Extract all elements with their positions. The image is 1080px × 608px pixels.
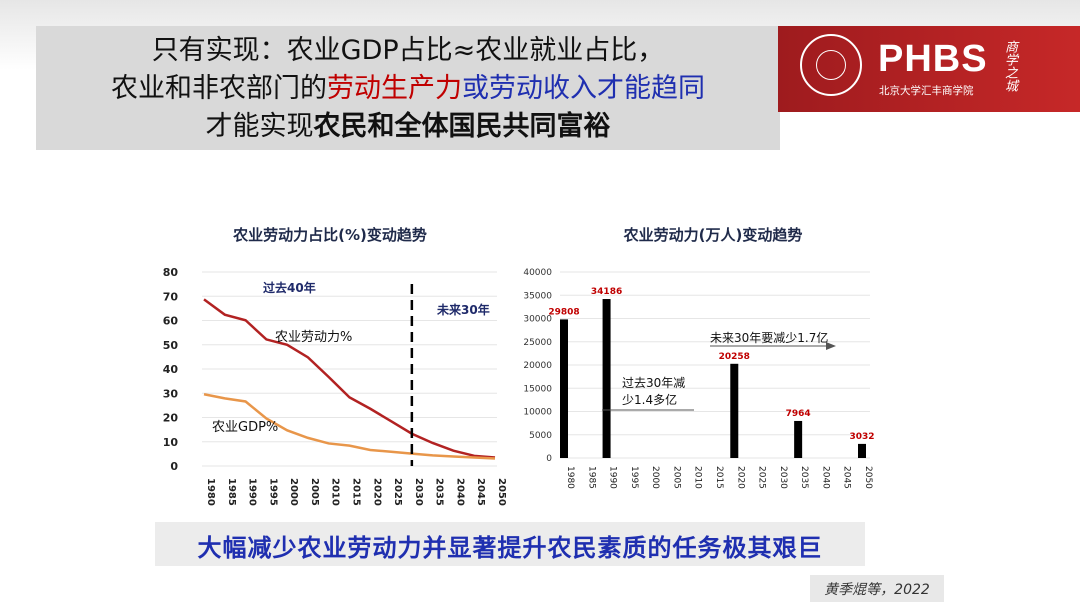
chart1-x-tick: 2030: [413, 478, 424, 506]
chart2-y-tick: 25000: [523, 338, 552, 348]
title-line-2-a: 农业和非农部门的: [111, 73, 327, 104]
chart2-x-tick: 2020: [735, 466, 745, 489]
chart1-x-tick: 2045: [475, 478, 486, 506]
chart1-y-tick: 80: [163, 266, 179, 279]
chart1-y-tick: 60: [163, 315, 179, 328]
chart2-x-tick: 2010: [693, 466, 703, 489]
chart2-y-tick: 0: [546, 454, 552, 464]
chart1-y-tick: 40: [163, 363, 179, 376]
logo-calligraphy: 商学之城: [1002, 40, 1017, 92]
chart1-annotation-past: 过去40年: [263, 280, 316, 295]
title-line-2: 农业和非农部门的劳动生产力或劳动收入才能趋同: [36, 72, 780, 106]
chart1-y-tick: 10: [163, 436, 179, 449]
chart2-bar: [730, 363, 739, 458]
chart2-x-tick: 2045: [842, 466, 852, 489]
chart1-x-tick: 2025: [392, 478, 403, 506]
logo-brand: PHBS: [878, 38, 988, 80]
chart1-x-tick: 1990: [247, 478, 258, 506]
chart1-series-label-gdp: 农业GDP%: [212, 420, 278, 435]
chart1-series-label-labor: 农业劳动力%: [275, 329, 352, 345]
chart2-x-tick: 2050: [863, 466, 873, 489]
chart2-annotation-past-line1: 过去30年减: [622, 376, 685, 390]
chart2-x-tick: 1985: [586, 466, 596, 489]
chart2-annotation-future: 未来30年要减少1.7亿: [710, 330, 828, 345]
title-box: 只有实现：农业GDP占比≈农业就业占比， 农业和非农部门的劳动生产力或劳动收入才…: [36, 26, 780, 150]
chart2-x-tick: 2000: [650, 466, 660, 489]
chart1-x-tick: 2040: [454, 478, 465, 506]
chart1-series-labor-line: [203, 298, 496, 459]
citation-box: 黄季焜等，2022: [810, 575, 944, 602]
chart2-x-tick: 1990: [608, 466, 618, 489]
chart2-title: 农业劳动力(万人)变动趋势: [623, 226, 803, 244]
chart2-bar-value-label: 34186: [591, 287, 622, 297]
bottom-banner: 大幅减少农业劳动力并显著提升农民素质的任务极其艰巨: [155, 522, 865, 566]
chart1-x-tick: 2020: [371, 478, 382, 506]
chart1-x-tick: 2005: [309, 478, 320, 506]
chart2-y-tick: 35000: [523, 291, 552, 301]
chart2-bar: [794, 420, 803, 458]
chart1-x-tick: 1995: [267, 478, 278, 506]
title-line-2-highlight-red: 劳动生产力: [327, 73, 462, 104]
bottom-banner-text: 大幅减少农业劳动力并显著提升农民素质的任务极其艰巨: [197, 534, 823, 562]
chart2-y-tick: 5000: [529, 431, 552, 441]
chart2-y-tick: 10000: [523, 408, 552, 418]
chart1-x-tick: 1980: [205, 478, 216, 506]
chart2-y-tick: 15000: [523, 384, 552, 394]
chart2-annotation-past-line2: 少1.4多亿: [622, 392, 677, 407]
chart2-bar: [602, 299, 611, 458]
chart2-bar-value-label: 3032: [849, 432, 874, 442]
title-line-3-bold: 农民和全体国民共同富裕: [313, 111, 611, 142]
chart1-y-tick: 70: [163, 290, 179, 303]
chart2-y-tick: 30000: [523, 315, 552, 325]
chart1-title: 农业劳动力占比(%)变动趋势: [232, 226, 427, 244]
chart2-x-tick: 2015: [714, 466, 724, 489]
title-line-3-a: 才能实现: [205, 111, 314, 142]
chart2-x-tick: 2035: [799, 466, 809, 489]
chart1-x-tick: 2035: [434, 478, 445, 506]
chart2-bar: [560, 319, 568, 458]
logo-subtitle: 北京大学汇丰商学院: [879, 85, 974, 97]
chart1-annotation-future: 未来30年: [436, 302, 490, 317]
chart2-y-tick: 20000: [523, 361, 552, 371]
citation-text: 黄季焜等，2022: [824, 582, 930, 598]
chart1-series-gdp-line: [203, 392, 496, 460]
title-line-2-highlight-blue: 或劳动收入才能趋同: [462, 73, 705, 104]
title-line-1: 只有实现：农业GDP占比≈农业就业占比，: [36, 34, 780, 68]
chart2-bar-value-label: 29808: [548, 307, 579, 317]
title-line-3: 才能实现农民和全体国民共同富裕: [36, 110, 780, 144]
chart2-x-tick: 1995: [629, 466, 639, 489]
chart1-x-tick: 2000: [288, 478, 299, 506]
chart1-y-tick: 20: [163, 412, 179, 425]
chart2-x-tick: 2005: [671, 466, 681, 489]
chart2-x-tick: 1980: [565, 466, 575, 489]
chart1-x-tick: 2015: [351, 478, 362, 506]
chart2-x-tick: 2030: [778, 466, 788, 489]
chart2-bar-value-label: 7964: [786, 409, 811, 419]
chart1-x-tick: 1985: [226, 478, 237, 506]
chart2-annotation-arrow-icon: [826, 342, 836, 350]
chart2-y-tick: 40000: [523, 268, 552, 278]
chart2-x-tick: 2040: [820, 466, 830, 489]
chart1-x-tick: 2050: [496, 478, 507, 506]
title-line-1-text: 只有实现：农业GDP占比≈农业就业占比，: [151, 35, 665, 66]
chart2-bar: [858, 443, 866, 458]
chart1-y-tick: 50: [163, 339, 179, 352]
chart1-y-tick: 30: [163, 387, 179, 400]
chart2-bar-value-label: 20258: [719, 352, 750, 362]
phbs-logo: PHBS 北京大学汇丰商学院 商学之城: [778, 26, 1080, 112]
chart-labor-force: 农业劳动力(万人)变动趋势 0 5000 10000 15000 20000 25000 3…: [523, 226, 874, 489]
chart2-x-tick: 2025: [757, 466, 767, 489]
university-seal-icon: [800, 34, 862, 96]
chart1-x-tick: 2010: [330, 478, 341, 506]
chart1-y-tick: 0: [170, 460, 178, 473]
